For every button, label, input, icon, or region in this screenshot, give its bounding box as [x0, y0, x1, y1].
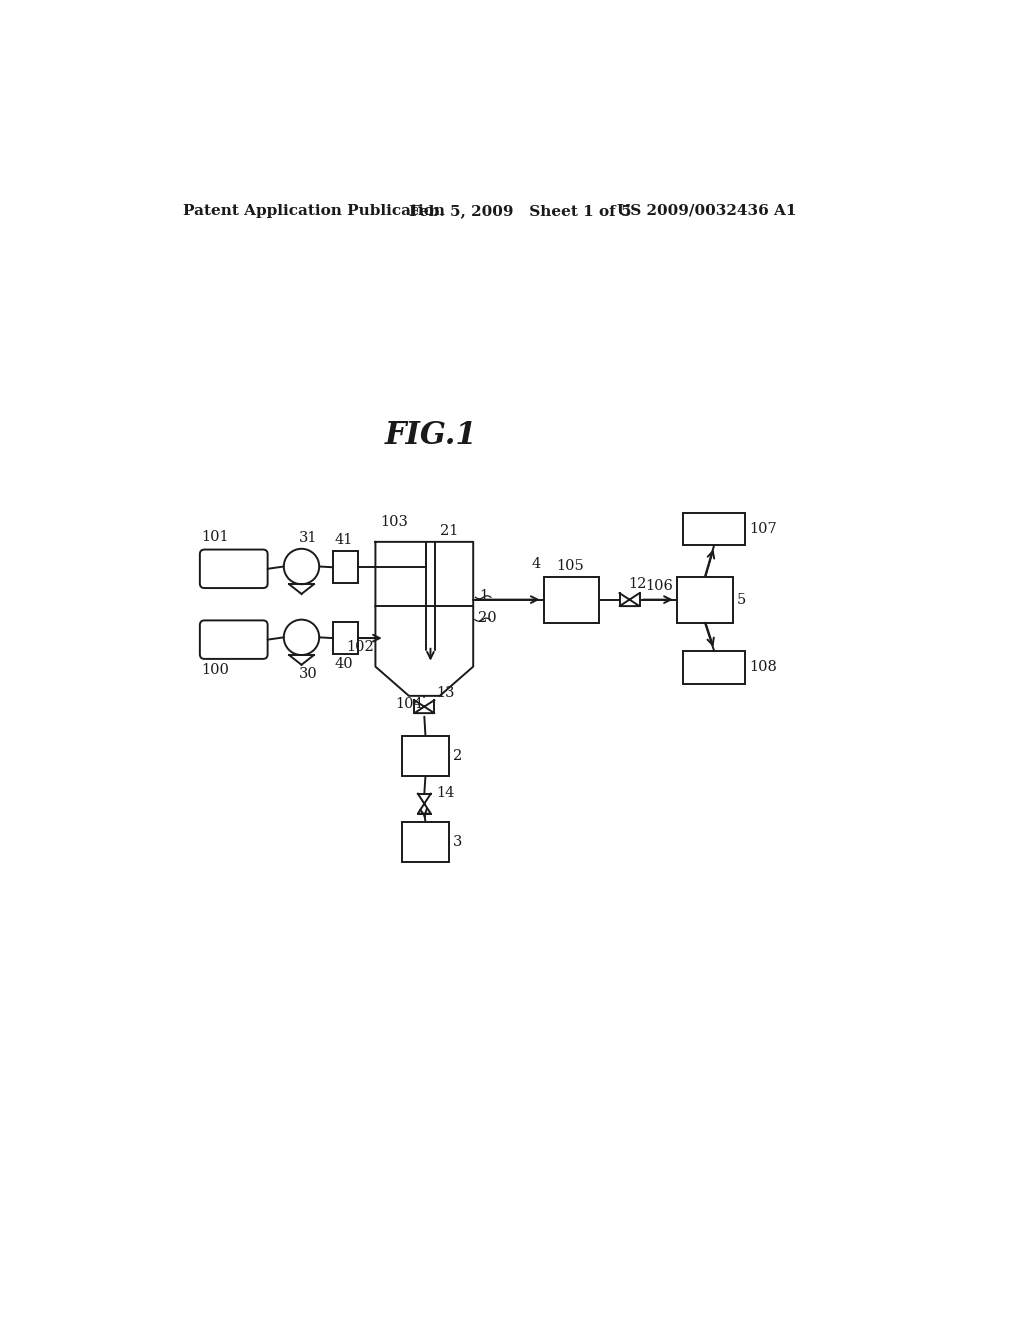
- Text: 14: 14: [436, 785, 455, 800]
- Text: Patent Application Publication: Patent Application Publication: [183, 203, 444, 218]
- Bar: [683, 651, 745, 684]
- Circle shape: [284, 619, 319, 655]
- Text: 40: 40: [335, 656, 353, 671]
- Text: 106: 106: [645, 578, 673, 593]
- Bar: [683, 512, 745, 545]
- Text: 1: 1: [479, 589, 488, 603]
- Bar: [677, 577, 733, 623]
- Text: 102: 102: [346, 640, 374, 655]
- Text: 13: 13: [436, 686, 455, 700]
- Text: 100: 100: [202, 663, 229, 677]
- Text: FIG.1: FIG.1: [385, 420, 477, 451]
- Text: 108: 108: [749, 660, 777, 675]
- Bar: [333, 622, 357, 655]
- Text: 105: 105: [556, 558, 584, 573]
- Text: 103: 103: [380, 515, 408, 529]
- Text: 20: 20: [478, 611, 497, 626]
- Text: 101: 101: [202, 531, 229, 544]
- Circle shape: [284, 549, 319, 585]
- Bar: [333, 552, 357, 583]
- FancyBboxPatch shape: [200, 620, 267, 659]
- Text: 21: 21: [439, 524, 458, 539]
- Text: Feb. 5, 2009   Sheet 1 of 5: Feb. 5, 2009 Sheet 1 of 5: [410, 203, 632, 218]
- Text: 12: 12: [628, 577, 646, 591]
- Text: 107: 107: [749, 521, 776, 536]
- Text: 5: 5: [736, 593, 745, 607]
- Text: 4: 4: [531, 557, 541, 572]
- FancyBboxPatch shape: [200, 549, 267, 589]
- Text: 41: 41: [335, 533, 353, 548]
- Text: 31: 31: [298, 531, 316, 545]
- Text: 3: 3: [454, 836, 463, 849]
- Text: 30: 30: [298, 667, 317, 681]
- Bar: [544, 577, 599, 623]
- Text: 104: 104: [395, 697, 423, 710]
- Text: US 2009/0032436 A1: US 2009/0032436 A1: [617, 203, 797, 218]
- Bar: [401, 737, 450, 776]
- Bar: [401, 822, 450, 862]
- Text: 2: 2: [454, 748, 463, 763]
